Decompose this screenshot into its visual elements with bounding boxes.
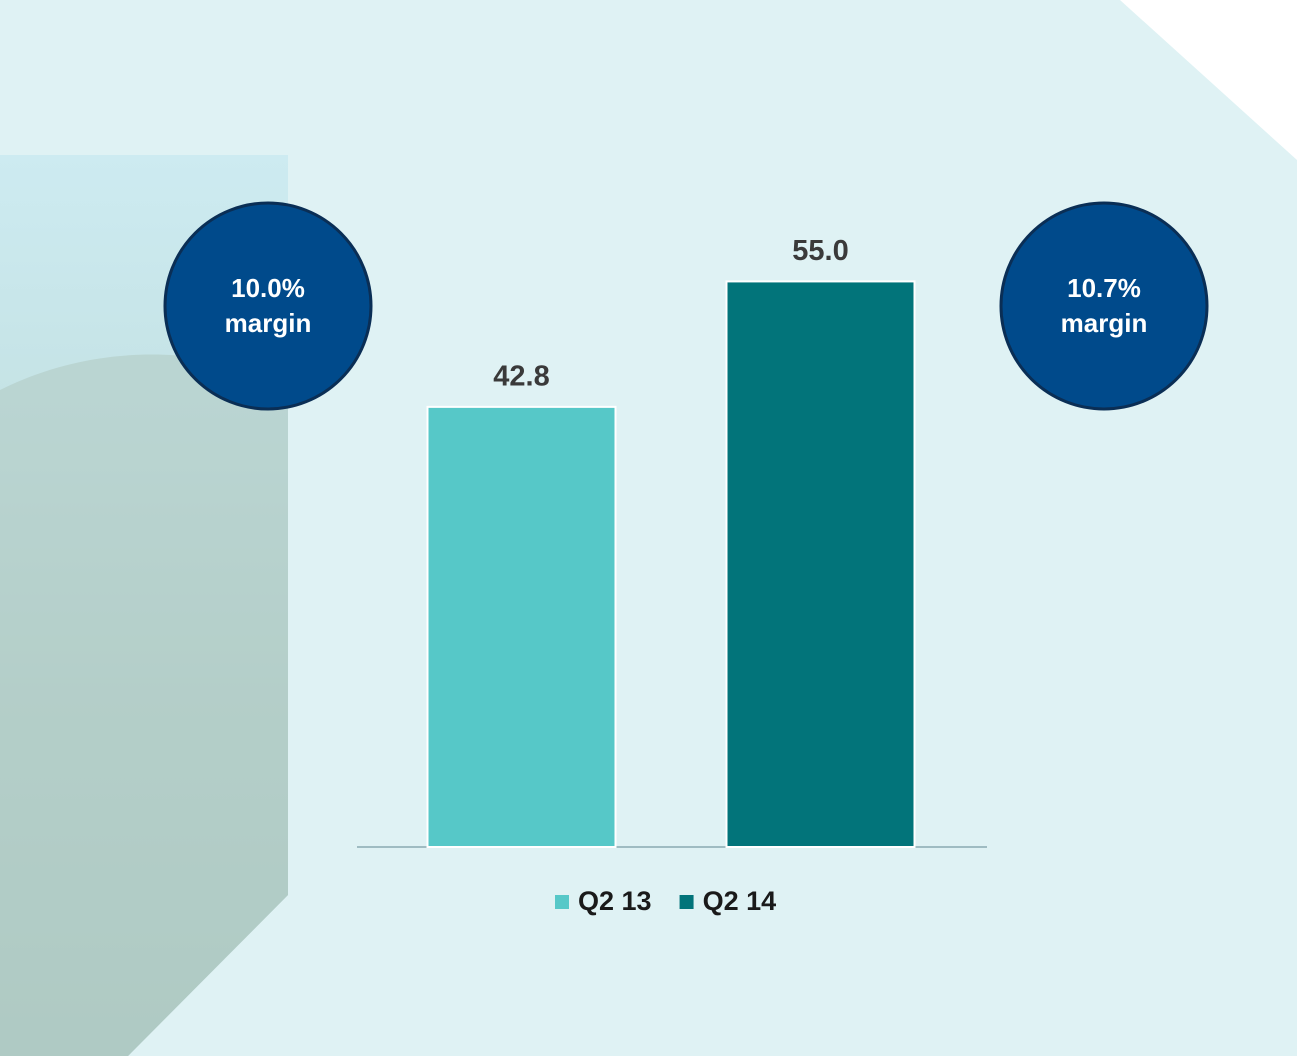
annotation-text: 10.0% [231,273,305,303]
annotation-badge [163,201,373,411]
annotation-text: margin [225,308,312,338]
annotation-text: 10.7% [1067,273,1141,303]
bar [426,405,617,848]
legend-swatch [555,895,569,909]
data-label: 42.8 [493,361,549,393]
annotation-badge [999,201,1209,411]
bar [725,280,916,848]
legend-label: Q2 14 [703,886,777,916]
legend-swatch [679,895,694,909]
legend-label: Q2 13 [578,886,652,916]
data-label: 55.0 [792,235,848,267]
annotation-text: margin [1061,308,1148,338]
hill-shape [0,354,288,1056]
corner-cut [1120,0,1297,160]
